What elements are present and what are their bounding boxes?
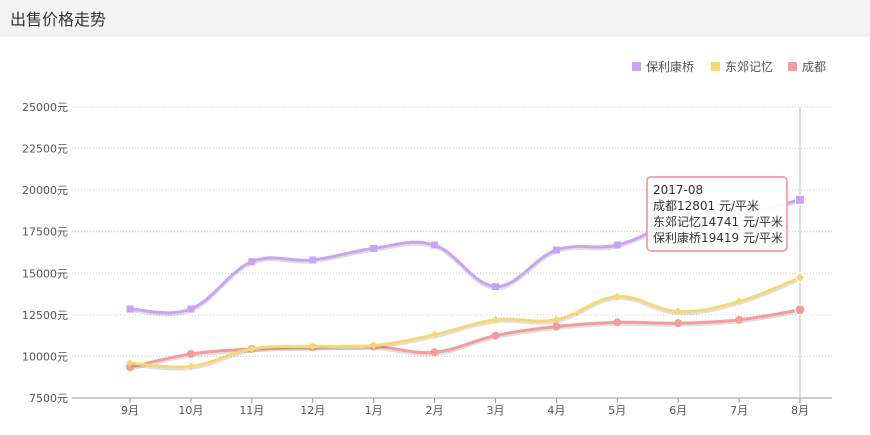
data-point[interactable] [613,318,622,327]
data-point[interactable] [247,344,256,353]
y-tick-label: 22500元 [22,143,68,156]
x-tick-label: 1月 [365,404,383,417]
x-tick-label: 8月 [791,404,809,417]
series-1 [126,271,806,371]
legend-label: 保利康桥 [646,59,694,74]
tooltip-line-baoli: 保利康桥19419 元/平米 [653,231,784,245]
legend-marker [788,62,797,71]
x-tick-label: 7月 [730,404,748,417]
panel-title: 出售价格走势 [10,12,107,29]
data-point[interactable] [552,246,560,254]
chart-tooltip: 2017-08 成都12801 元/平米 东郊记忆14741 元/平米 保利康桥… [646,176,788,252]
data-point[interactable] [187,305,195,313]
tooltip-line-chengdu: 成都12801 元/平米 [653,199,760,213]
data-point[interactable] [309,256,317,264]
tooltip-title: 2017-08 [653,183,704,197]
panel-header: 出售价格走势 [0,0,870,37]
legend-label: 成都 [802,60,826,74]
x-tick-label: 4月 [547,404,565,417]
y-tick-label: 7500元 [29,392,68,405]
y-tick-label: 17500元 [22,226,68,239]
series-line [129,308,801,369]
data-point[interactable] [491,283,499,291]
data-point[interactable] [308,342,317,351]
data-point[interactable] [369,341,378,350]
data-point[interactable] [126,363,134,372]
y-tick-label: 10000元 [22,350,68,363]
data-point[interactable] [552,315,561,324]
data-point[interactable] [248,258,256,266]
x-tick-label: 3月 [486,404,504,417]
legend-marker [711,62,720,71]
data-point[interactable] [126,305,134,313]
legend-label: 东郊记忆 [725,60,773,74]
data-point[interactable] [552,322,561,331]
legend-item-1[interactable]: 东郊记忆 [711,60,773,74]
tooltip-line-dongjiao: 东郊记忆14741 元/平米 [653,215,784,229]
y-tick-label: 20000元 [22,184,68,197]
data-point[interactable] [613,241,621,249]
x-tick-label: 2月 [426,404,444,417]
data-point[interactable] [430,330,439,339]
data-point[interactable] [795,194,805,205]
data-point[interactable] [491,315,500,324]
data-point[interactable] [370,244,378,252]
data-point[interactable] [794,304,806,316]
data-point[interactable] [794,271,806,284]
x-tick-label: 5月 [608,404,626,417]
data-point[interactable] [613,292,622,301]
x-tick-label: 11月 [239,404,264,417]
series-line-shadow [129,278,801,371]
data-point[interactable] [735,315,744,324]
x-tick-label: 9月 [121,404,139,417]
data-point[interactable] [186,362,195,371]
x-tick-label: 10月 [178,404,203,417]
x-tick-label: 12月 [300,404,325,417]
data-point[interactable] [674,319,683,328]
legend-item-2[interactable]: 成都 [788,60,826,74]
legend[interactable]: 保利康桥 东郊记忆 成都 [632,59,826,74]
data-point[interactable] [186,349,195,358]
y-tick-label: 25000元 [22,101,68,114]
series-line-shadow [129,310,801,371]
x-tick-label: 6月 [669,404,687,417]
data-point[interactable] [491,331,500,340]
data-point[interactable] [431,241,439,249]
legend-marker [632,62,641,71]
axes: 7500元 10000元 12500元 15000元 17500元 20000元 22500… [22,101,832,417]
series-line [129,276,801,369]
data-point[interactable] [430,348,439,357]
data-point[interactable] [674,307,683,316]
y-tick-label: 15000元 [22,267,68,280]
data-point[interactable] [126,359,134,368]
data-point[interactable] [735,297,744,306]
y-tick-label: 12500元 [22,309,68,322]
legend-item-0[interactable]: 保利康桥 [632,59,694,74]
